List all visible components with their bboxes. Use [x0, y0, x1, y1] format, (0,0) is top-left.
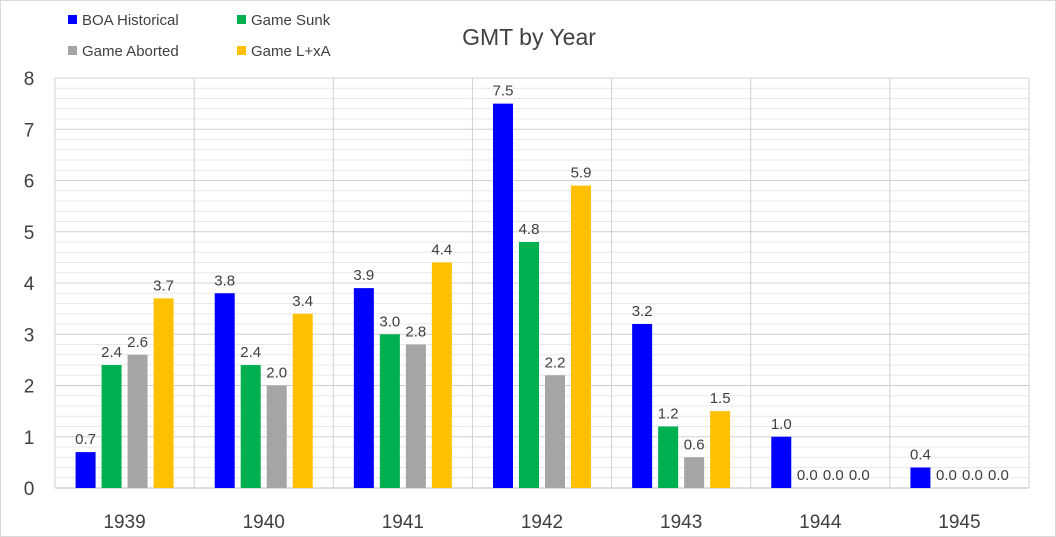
y-tick-label: 0	[24, 479, 35, 500]
data-label: 0.7	[75, 431, 96, 448]
bar	[292, 313, 313, 488]
y-tick-label: 7	[24, 120, 35, 141]
data-label: 0.0	[797, 467, 818, 484]
data-label: 4.8	[519, 221, 540, 238]
data-label: 1.2	[658, 406, 679, 423]
data-label: 4.4	[431, 242, 452, 259]
data-labels: 0.7 2.4 2.6 3.7 3.8 2.4 2.0 3.4 3.9 3.0 2.8 4.4 7.5 4…	[75, 83, 1009, 484]
bar	[431, 262, 452, 488]
x-tick-label: 1942	[521, 512, 563, 533]
x-tick-label: 1939	[103, 512, 145, 533]
x-tick-label: 1940	[243, 512, 285, 533]
y-tick-label: 3	[24, 325, 35, 346]
bar	[379, 334, 400, 488]
data-label: 2.8	[405, 324, 426, 341]
y-tick-label: 8	[24, 69, 35, 90]
legend-swatch	[237, 15, 246, 24]
data-label: 0.0	[823, 467, 844, 484]
y-axis: 0 1 2 3 4 5 6 7 8	[24, 69, 35, 500]
bar	[240, 365, 261, 488]
data-label: 1.5	[710, 390, 731, 407]
data-label: 0.4	[910, 447, 931, 464]
data-label: 3.9	[353, 267, 374, 284]
data-label: 0.0	[962, 467, 983, 484]
legend-label: Game L+xA	[251, 43, 331, 60]
x-axis: 1939 1940 1941 1942 1943 1944 1945	[103, 512, 980, 533]
bar	[519, 242, 539, 488]
data-label: 2.2	[545, 354, 566, 371]
bar	[710, 411, 731, 488]
bar	[153, 298, 174, 488]
data-label: 3.7	[153, 277, 174, 294]
data-label: 0.0	[988, 467, 1009, 484]
bar	[771, 436, 792, 488]
y-tick-label: 2	[24, 377, 35, 398]
bar	[545, 375, 565, 488]
data-label: 2.6	[127, 334, 148, 351]
legend-swatch	[68, 46, 77, 55]
bar	[658, 426, 679, 488]
data-label: 3.2	[632, 303, 653, 320]
bar	[101, 365, 122, 488]
grid	[54, 77, 1030, 489]
data-label: 2.4	[240, 344, 261, 361]
legend-swatch	[68, 15, 77, 24]
data-label: 0.6	[684, 436, 705, 453]
bar	[214, 293, 235, 488]
bar	[266, 385, 287, 488]
data-label: 7.5	[493, 83, 514, 100]
bar	[493, 103, 513, 488]
x-tick-label: 1941	[382, 512, 424, 533]
data-label: 1.0	[771, 416, 792, 433]
x-tick-label: 1943	[660, 512, 702, 533]
data-label: 2.0	[266, 365, 287, 382]
y-tick-label: 1	[24, 428, 35, 449]
bar	[353, 288, 374, 488]
bar	[405, 344, 426, 488]
legend-label: Game Sunk	[251, 12, 331, 29]
legend-swatch	[237, 46, 246, 55]
bar	[684, 457, 705, 488]
data-label: 0.0	[849, 467, 870, 484]
legend-label: BOA Historical	[82, 12, 179, 29]
data-label: 3.4	[292, 293, 313, 310]
bar	[571, 185, 591, 488]
data-label: 2.4	[101, 344, 122, 361]
chart-title: GMT by Year	[462, 24, 596, 50]
x-tick-label: 1944	[799, 512, 842, 533]
bar	[127, 354, 148, 488]
x-tick-label: 1945	[938, 512, 980, 533]
bar	[75, 452, 96, 488]
data-label: 3.0	[379, 313, 400, 330]
bar	[632, 324, 653, 488]
legend-label: Game Aborted	[82, 43, 179, 60]
legend: BOA Historical Game Sunk Game Aborted Game …	[68, 12, 331, 60]
data-label: 5.9	[571, 165, 592, 182]
bar	[910, 467, 931, 488]
bars	[75, 103, 931, 488]
data-label: 0.0	[936, 467, 957, 484]
y-tick-label: 6	[24, 172, 35, 193]
y-tick-label: 4	[24, 274, 35, 295]
y-tick-label: 5	[24, 223, 35, 244]
data-label: 3.8	[214, 272, 235, 289]
